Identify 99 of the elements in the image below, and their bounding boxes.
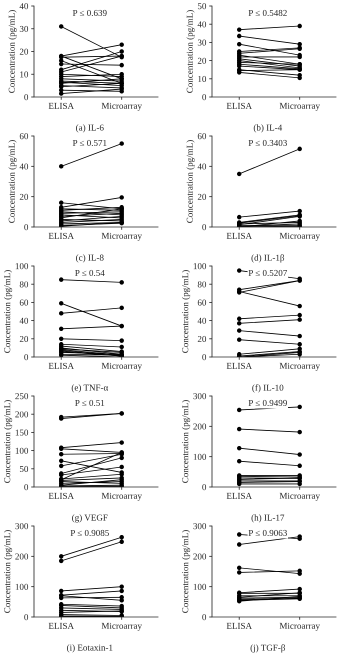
- y-tick-label: 20: [198, 58, 206, 64]
- text: (f) IL-10: [252, 384, 284, 393]
- y-tick-label: 0: [202, 614, 206, 620]
- y-tick-label: 20: [198, 336, 206, 342]
- y-tick-label: 30: [20, 26, 28, 32]
- x-tick-label: Microarray: [280, 232, 320, 241]
- y-axis-title: Concentration (pg/mL): [182, 400, 190, 483]
- y-tick-label: 200: [193, 423, 206, 430]
- y-axis-title: Concentration (pg/mL): [4, 530, 12, 613]
- text: (g) VEGF: [72, 514, 108, 523]
- x-tick-label: ELISA: [226, 102, 252, 109]
- y-tick-label: 300: [193, 393, 206, 400]
- y-axis-title: Concentration (pg/mL): [4, 270, 12, 353]
- y-tick-label: 40: [198, 21, 206, 28]
- y-tick-label: 250: [15, 393, 28, 400]
- y-axis-title: Concentration (pg/mL): [8, 140, 17, 223]
- y-tick-label: 0: [202, 224, 206, 230]
- annotation: P ≤ 0.9499: [248, 400, 287, 406]
- x-tick-label: ELISA: [48, 492, 74, 499]
- y-tick-label: 200: [193, 553, 206, 560]
- x-tick-label: ELISA: [226, 622, 252, 629]
- y-tick-label: 50: [20, 466, 28, 472]
- y-tick-label: 10: [198, 76, 206, 82]
- x-tick-label: ELISA: [226, 232, 252, 239]
- y-tick-label: 0: [24, 614, 28, 620]
- y-tick-label: 100: [16, 584, 28, 590]
- y-tick-label: 0: [202, 94, 206, 100]
- y-tick-label: 40: [20, 318, 28, 324]
- y-tick-label: 10: [20, 71, 28, 78]
- y-tick-label: 200: [15, 553, 28, 560]
- x-tick-label: ELISA: [48, 362, 74, 369]
- y-tick-label: 60: [198, 300, 206, 306]
- y-tick-label: 0: [24, 484, 28, 490]
- y-tick-label: 50: [198, 3, 206, 10]
- y-tick-label: 80: [20, 281, 28, 288]
- x-tick-label: Microarray: [102, 492, 142, 501]
- x-tick-label: ELISA: [226, 362, 252, 369]
- y-tick-label: 300: [15, 523, 28, 530]
- y-tick-label: 0: [202, 354, 206, 360]
- x-tick-label: Microarray: [280, 102, 320, 111]
- y-tick-label: 40: [198, 318, 206, 324]
- annotation: P ≤ 0.5207: [248, 270, 288, 276]
- y-tick-label: 60: [20, 133, 28, 140]
- annotation: P ≤ 0.5482: [248, 10, 287, 16]
- annotation: P ≤ 0.54: [75, 270, 105, 276]
- annotation: P ≤ 0.639: [72, 10, 107, 16]
- x-tick-label: Microarray: [102, 622, 142, 631]
- y-tick-label: 20: [20, 336, 28, 342]
- y-tick-label: 100: [16, 448, 28, 454]
- y-tick-label: 200: [15, 411, 28, 418]
- y-tick-label: 0: [24, 354, 28, 360]
- y-tick-label: 20: [20, 194, 28, 200]
- y-tick-label: 60: [20, 300, 28, 306]
- text: (h) IL-17: [252, 514, 284, 522]
- y-axis-title: Concentration (pg/mL): [182, 530, 190, 613]
- x-tick-label: Microarray: [280, 622, 320, 631]
- y-tick-label: 60: [198, 133, 206, 140]
- annotation: P ≤ 0.3403: [248, 140, 287, 146]
- text: (b) IL-4: [254, 124, 282, 132]
- y-tick-label: 20: [20, 48, 28, 55]
- x-tick-label: Microarray: [102, 102, 142, 111]
- annotation: P ≤ 0.571: [72, 140, 106, 146]
- y-tick-label: 100: [194, 584, 206, 590]
- y-tick-label: 100: [194, 263, 206, 270]
- y-tick-label: 40: [20, 3, 28, 10]
- annotation: P ≤ 0.9085: [70, 530, 109, 536]
- y-tick-label: 40: [20, 163, 28, 170]
- text: (d) IL-1β: [251, 254, 284, 263]
- x-tick-label: Microarray: [102, 232, 142, 241]
- x-tick-label: Microarray: [280, 362, 320, 371]
- y-tick-label: 300: [193, 523, 206, 530]
- y-tick-label: 40: [198, 163, 206, 170]
- text: (i) Eotaxin-1: [67, 644, 112, 652]
- x-tick-label: ELISA: [226, 492, 252, 499]
- y-tick-label: 100: [194, 454, 206, 460]
- text: (e) TNF-α: [72, 384, 108, 392]
- y-axis-title: Concentration (pg/mL): [182, 270, 190, 353]
- y-tick-label: 0: [202, 484, 206, 490]
- y-axis-title: Concentration (pg/mL): [186, 10, 195, 93]
- y-tick-label: 150: [16, 430, 28, 436]
- annotation: P ≤ 0.51: [75, 400, 104, 406]
- y-tick-label: 30: [198, 40, 206, 46]
- y-tick-label: 0: [24, 224, 28, 230]
- y-tick-label: 20: [198, 194, 206, 200]
- y-axis-title: Concentration (pg/mL): [186, 140, 195, 223]
- x-tick-label: Microarray: [280, 492, 320, 501]
- text: (c) IL-8: [76, 254, 104, 262]
- annotation: P ≤ 0.9063: [248, 530, 287, 536]
- text: (a) IL-6: [76, 124, 104, 132]
- y-tick-label: 0: [24, 94, 28, 100]
- x-tick-label: ELISA: [48, 622, 74, 629]
- text: (j) TGF-β: [250, 644, 286, 653]
- x-tick-label: ELISA: [48, 232, 74, 239]
- y-tick-label: 80: [198, 281, 206, 288]
- x-tick-label: Microarray: [102, 362, 142, 371]
- y-axis-title: Concentration (pg/mL): [8, 10, 17, 93]
- y-tick-label: 100: [16, 263, 28, 270]
- x-tick-label: ELISA: [48, 102, 74, 109]
- y-axis-title: Concentration (pg/mL): [4, 400, 12, 483]
